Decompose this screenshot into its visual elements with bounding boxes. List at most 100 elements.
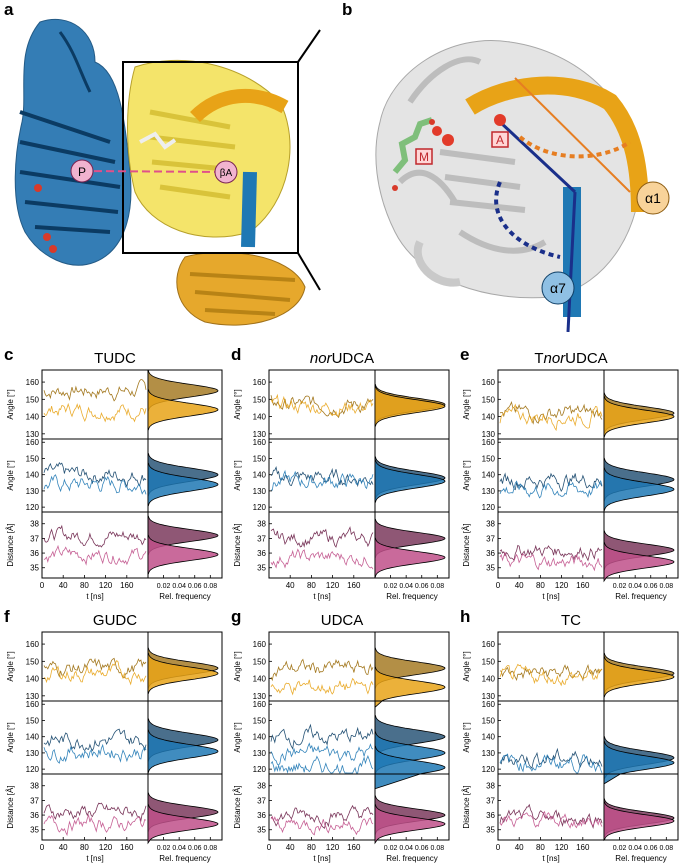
y-tick-label: 150 (26, 395, 40, 404)
y-tick-label: 130 (26, 430, 40, 439)
trajectory-trace (43, 657, 147, 679)
frequency-distribution (603, 740, 675, 785)
trajectory-trace (499, 803, 603, 830)
frequency-distribution (374, 459, 446, 503)
y-tick-label: 38 (30, 782, 39, 791)
ligand-icon (139, 131, 177, 150)
y-tick-label: 38 (257, 782, 266, 791)
trajectory-trace (43, 728, 147, 752)
x-tick-label: 160 (347, 843, 361, 852)
marker-m-sphere (442, 134, 454, 146)
md-row-orange: Angle [°] 160 150 140 130 (462, 631, 679, 702)
ligand-icon (392, 117, 433, 174)
ion-sphere (43, 233, 51, 241)
y-axis-label-pink: Distance [Å] (6, 785, 15, 828)
freq-axis-label: Rel. frequency (615, 854, 667, 863)
y-tick-label: 35 (257, 564, 266, 573)
structure-b-figure: A M α1 α7 (375, 40, 670, 332)
ion-sphere (49, 245, 57, 253)
y-tick-label: 120 (482, 765, 496, 774)
trajectory-trace (499, 400, 603, 425)
label-m: M (419, 150, 429, 164)
y-tick-label: 150 (482, 454, 496, 463)
alpha1-badge (636, 181, 670, 215)
x-tick-label: 0 (40, 843, 45, 852)
trajectory-trace (499, 663, 603, 687)
frequency-distribution (603, 396, 675, 438)
md-panel-e: e TnorUDCA Angle [°] 160 150 140 130 Angle [°] 1… (460, 345, 679, 601)
y-tick-label: 38 (30, 520, 39, 529)
y-tick-label: 150 (26, 716, 40, 725)
x-tick-label: 160 (576, 581, 590, 590)
y-axis-label-pink: Distance [Å] (233, 523, 242, 566)
y-axis-label-blue: Angle [°] (462, 460, 471, 490)
y-tick-label: 160 (482, 700, 496, 709)
x-axis-label: t [ns] (86, 592, 103, 601)
trajectory-trace (499, 551, 603, 572)
label-alpha7: α7 (550, 280, 566, 296)
y-tick-label: 140 (482, 471, 496, 480)
md-row-blue: Angle [°] 160 150 140 130 120 (462, 700, 679, 785)
alpha7-helix (241, 171, 257, 248)
panel-letter-d: d (231, 345, 241, 364)
md-row-pink: Distance [Å] 38 37 36 35 (233, 773, 450, 845)
md-row-orange: Angle [°] 160 150 140 130 (6, 631, 223, 702)
md-row-pink: Distance [Å] 38 37 36 35 (233, 511, 450, 579)
alpha1-dashed-arc (518, 135, 632, 159)
y-tick-label: 150 (482, 395, 496, 404)
frequency-distribution (603, 467, 675, 511)
freq-axis-label: Rel. frequency (386, 854, 438, 863)
panel-title-c: TUDC (94, 350, 136, 367)
distance-line (81, 170, 227, 173)
panel-letter-a: a (4, 0, 14, 19)
md-row-orange: Angle [°] 160 150 140 130 (233, 369, 450, 440)
trajectory-trace (270, 469, 374, 491)
x-tick-label: 80 (307, 581, 316, 590)
frequency-distribution (603, 542, 675, 583)
y-axis-label-orange: Angle [°] (6, 651, 15, 681)
md-row-orange: Angle [°] 160 150 140 130 (462, 369, 679, 440)
ion-sphere (34, 184, 42, 192)
trajectory-trace (270, 393, 374, 417)
md-row-blue: Angle [°] 160 150 140 130 120 (462, 438, 679, 513)
y-tick-label: 130 (253, 430, 267, 439)
y-tick-label: 38 (257, 520, 266, 529)
trajectory-trace (43, 659, 147, 686)
x-tick-label: 120 (326, 843, 340, 852)
y-tick-label: 130 (253, 692, 267, 701)
trajectory-trace (270, 804, 374, 829)
frequency-distribution (147, 462, 219, 507)
frequency-distribution (374, 804, 446, 845)
y-tick-label: 140 (482, 413, 496, 422)
trajectory-trace (270, 466, 374, 488)
y-tick-label: 160 (253, 378, 267, 387)
y-tick-label: 120 (26, 765, 40, 774)
y-tick-label: 140 (482, 733, 496, 742)
y-tick-label: 37 (486, 796, 495, 805)
label-m-box (415, 148, 433, 165)
y-tick-label: 130 (26, 692, 40, 701)
md-row-pink: Distance [Å] 38 37 36 35 (462, 773, 679, 842)
frequency-distribution (147, 729, 219, 773)
trajectory-trace (43, 379, 147, 402)
frequency-distribution (147, 652, 219, 694)
y-tick-label: 140 (26, 413, 40, 422)
freq-tick-label: 0.02 (384, 845, 398, 852)
freq-tick-label: 0.02 (384, 583, 398, 590)
x-tick-label: 160 (120, 843, 134, 852)
y-axis-label-blue: Angle [°] (462, 722, 471, 752)
alpha1-helix (190, 88, 289, 123)
y-tick-label: 140 (482, 675, 496, 684)
x-tick-label: 40 (59, 843, 68, 852)
trajectory-trace (43, 402, 147, 423)
y-axis-label-orange: Angle [°] (462, 389, 471, 419)
y-tick-label: 130 (26, 487, 40, 496)
freq-tick-label: 0.02 (157, 583, 171, 590)
label-a: A (496, 133, 504, 147)
y-tick-label: 130 (482, 487, 496, 496)
y-tick-label: 160 (26, 700, 40, 709)
y-axis-label-orange: Angle [°] (462, 651, 471, 681)
trajectory-trace (499, 663, 603, 682)
alpha7-dashed-arc (494, 181, 561, 259)
x-tick-label: 0 (267, 843, 272, 852)
